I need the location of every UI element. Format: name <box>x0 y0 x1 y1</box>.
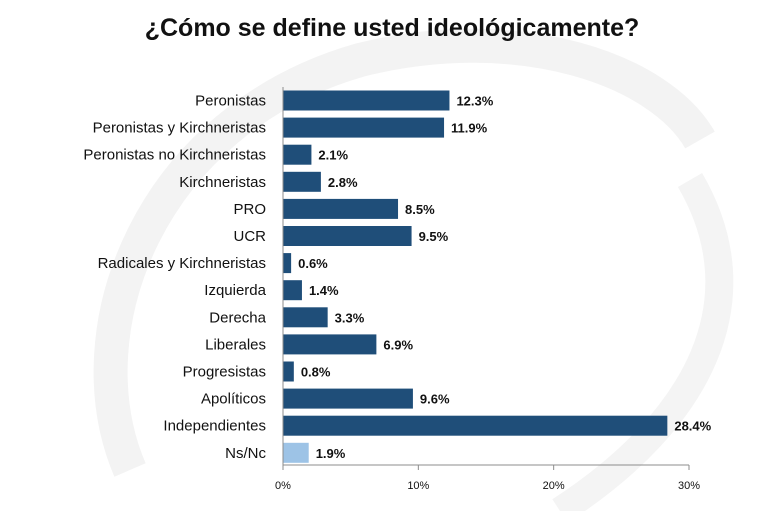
category-label-liberales: Liberales <box>205 336 266 353</box>
category-label-izquierda: Izquierda <box>204 282 266 299</box>
bar-liberales <box>283 334 377 355</box>
value-label-ucr: 9.5% <box>419 229 449 244</box>
value-label-apoliticos: 9.6% <box>420 392 450 407</box>
category-label-ucr: UCR <box>234 228 267 245</box>
bars <box>283 90 668 463</box>
category-label-ns-nc: Ns/Nc <box>225 445 266 462</box>
category-labels: Peronistas Peronistas y Kirchneristas Pero… <box>83 93 266 462</box>
value-label-pro: 8.5% <box>405 202 435 217</box>
bar-peronistas <box>283 90 450 111</box>
chart-title: ¿Cómo se define usted ideológicamente? <box>144 14 640 42</box>
value-label-independientes: 28.4% <box>674 419 711 434</box>
bar-kirchneristas <box>283 171 321 192</box>
category-label-derecha: Derecha <box>209 309 266 326</box>
bar-izquierda <box>283 280 302 301</box>
x-tick-label: 10% <box>407 480 429 492</box>
category-label-kirchneristas: Kirchneristas <box>179 174 266 191</box>
bar-peronistas-no-kirchneristas <box>283 144 312 165</box>
category-label-independientes: Independientes <box>163 418 266 435</box>
x-axis: 0% 10% 20% 30% <box>275 87 700 492</box>
bar-derecha <box>283 307 328 328</box>
category-label-apoliticos: Apolíticos <box>201 391 266 408</box>
bar-radicales-y-kirchneristas <box>283 253 292 274</box>
value-label-peronistas-y-kirchneristas: 11.9% <box>451 121 488 136</box>
category-label-peronistas-no-kirchneristas: Peronistas no Kirchneristas <box>83 147 266 164</box>
x-tick-label: 20% <box>543 480 565 492</box>
bar-ns-nc <box>283 442 309 463</box>
category-label-peronistas-y-kirchneristas: Peronistas y Kirchneristas <box>93 120 266 137</box>
x-tick-label: 30% <box>678 480 700 492</box>
value-label-peronistas: 12.3% <box>456 94 493 109</box>
category-label-peronistas: Peronistas <box>195 93 266 110</box>
category-label-progresistas: Progresistas <box>183 364 266 381</box>
bar-ucr <box>283 226 412 246</box>
value-label-peronistas-no-kirchneristas: 2.1% <box>318 148 348 163</box>
value-label-kirchneristas: 2.8% <box>328 175 358 190</box>
value-label-liberales: 6.9% <box>383 337 413 352</box>
value-label-ns-nc: 1.9% <box>316 446 346 461</box>
bar-peronistas-y-kirchneristas <box>283 117 445 138</box>
category-label-pro: PRO <box>233 201 266 218</box>
value-label-radicales-y-kirchneristas: 0.6% <box>298 256 328 271</box>
bar-independientes <box>283 415 668 436</box>
value-labels: 12.3% 11.9% 2.1% 2.8% 8.5% 9.5% 0.6% 1.4% 3.3% 6.… <box>298 94 712 461</box>
bar-progresistas <box>283 361 294 382</box>
bar-apoliticos <box>283 388 413 409</box>
value-label-izquierda: 1.4% <box>309 283 339 298</box>
x-tick-label: 0% <box>275 480 291 492</box>
bar-pro <box>283 198 399 219</box>
category-label-radicales-y-kirchneristas: Radicales y Kirchneristas <box>98 255 266 272</box>
value-label-derecha: 3.3% <box>335 310 365 325</box>
value-label-progresistas: 0.8% <box>301 365 331 380</box>
